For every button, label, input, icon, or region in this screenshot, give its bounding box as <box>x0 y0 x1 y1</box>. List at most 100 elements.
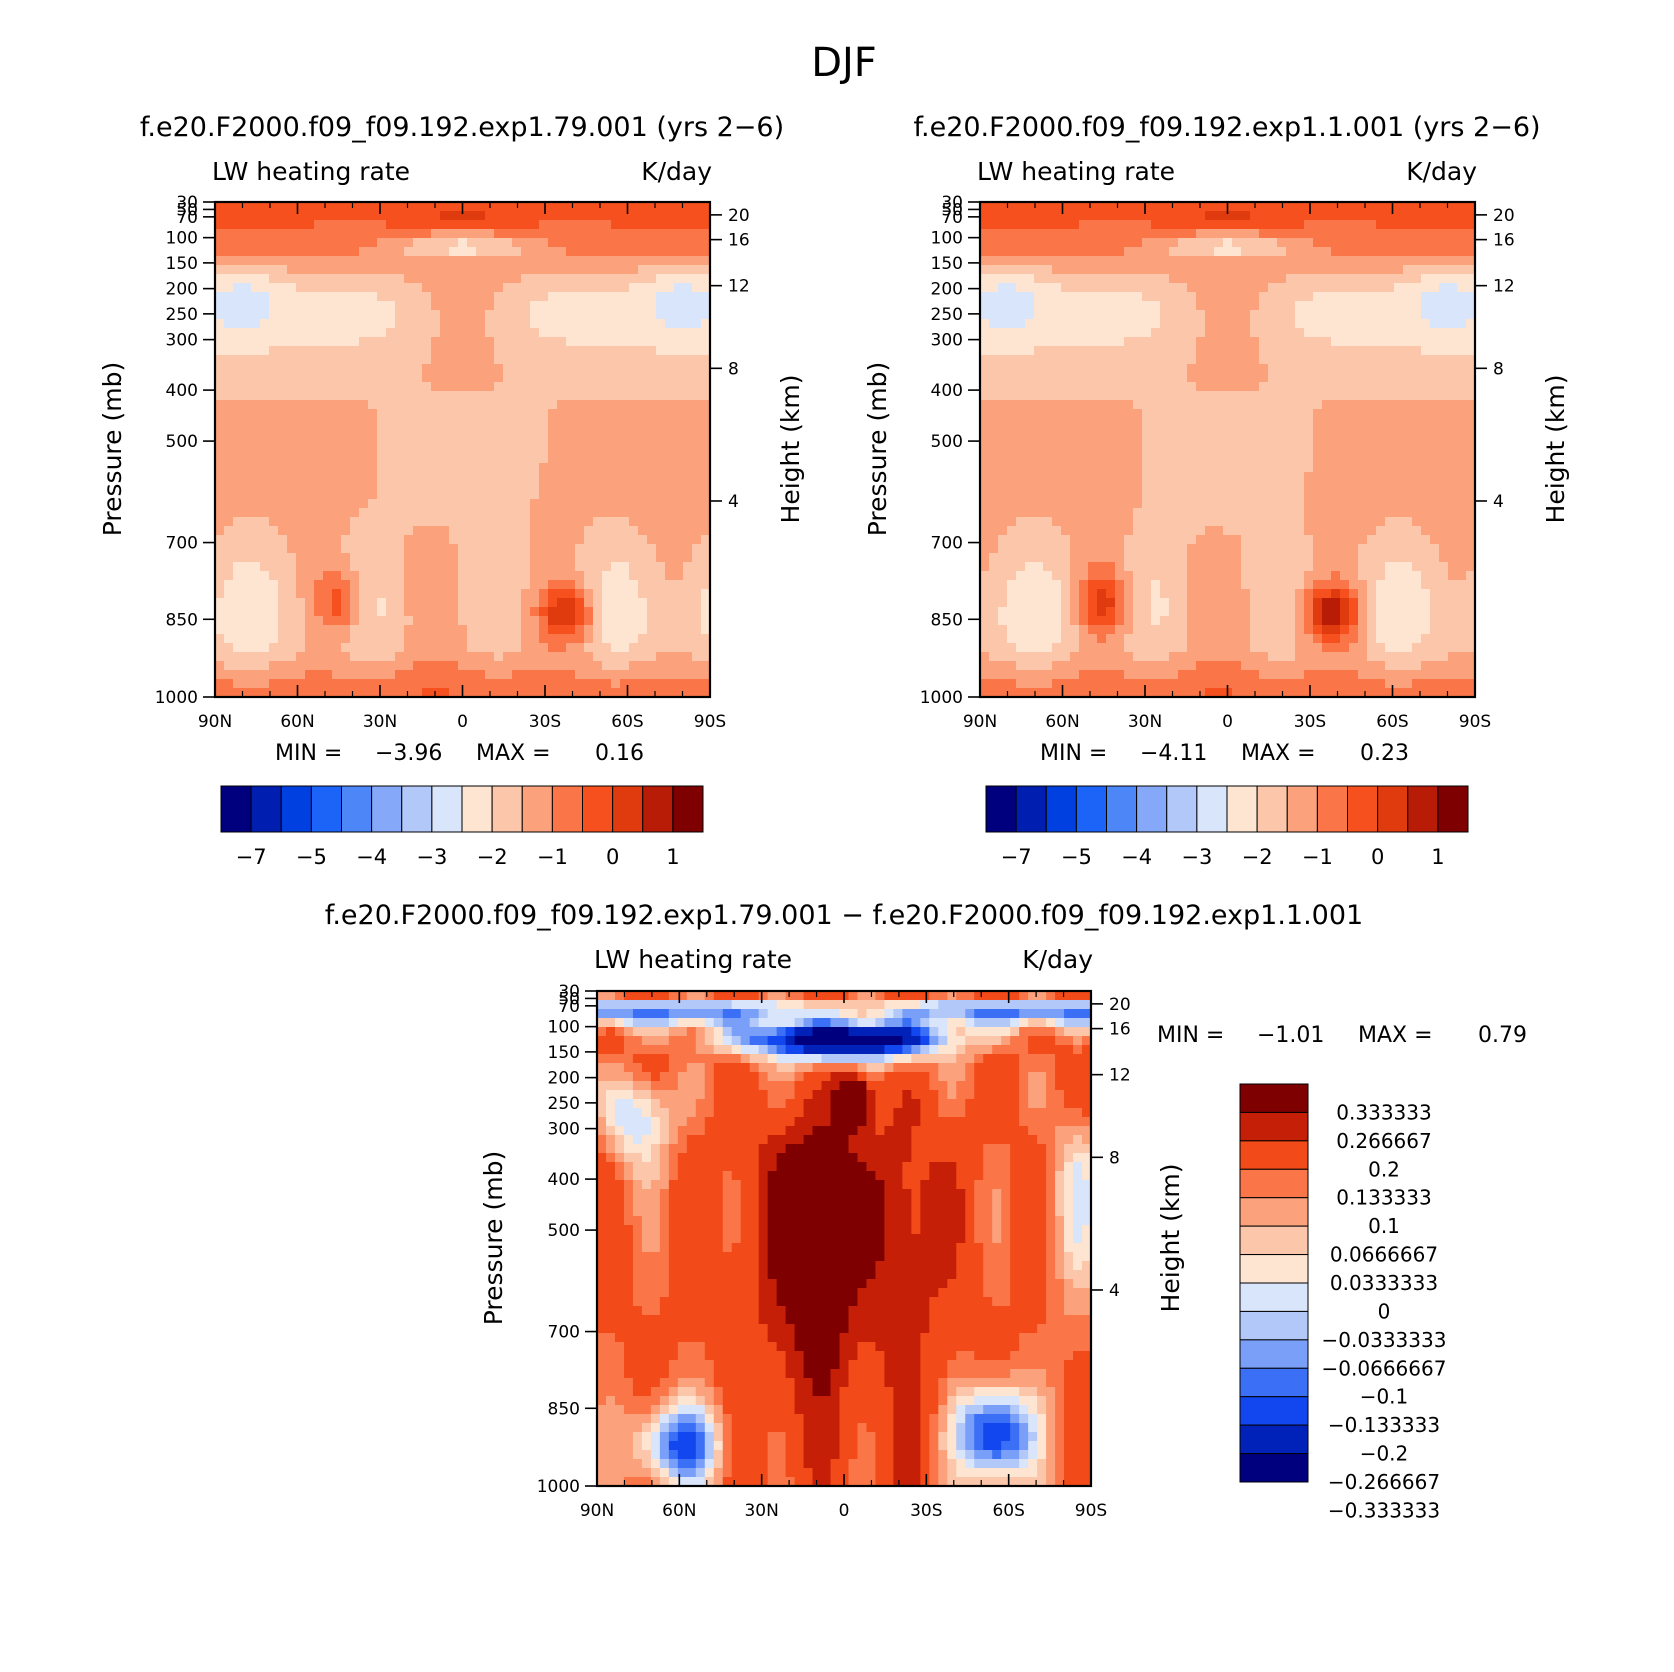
field-cell <box>1178 445 1188 455</box>
field-cell <box>494 643 504 653</box>
field-cell <box>422 490 432 500</box>
field-cell <box>449 535 459 545</box>
field-cell <box>1376 364 1386 374</box>
field-cell <box>341 517 351 527</box>
field-cell <box>1241 211 1251 221</box>
field-cell <box>575 400 585 410</box>
field-cell <box>683 247 693 257</box>
field-cell <box>224 427 234 437</box>
field-cell <box>350 463 360 473</box>
field-cell <box>1205 256 1215 266</box>
field-cell <box>269 229 279 239</box>
field-cell <box>224 490 234 500</box>
field-cell <box>1007 418 1017 428</box>
field-cell <box>449 454 459 464</box>
field-cell <box>1034 265 1044 275</box>
field-cell <box>530 517 540 527</box>
field-cell <box>1088 463 1098 473</box>
field-cell <box>674 319 684 329</box>
field-cell <box>539 265 549 275</box>
field-cell <box>233 202 243 212</box>
field-cell <box>602 607 612 617</box>
field-cell <box>1385 472 1395 482</box>
colorbar-label: −5 <box>296 845 327 869</box>
field-cell <box>1115 355 1125 365</box>
field-cell <box>566 652 576 662</box>
field-cell <box>224 337 234 347</box>
field-cell <box>665 580 675 590</box>
field-cell <box>503 616 513 626</box>
field-cell <box>1232 400 1242 410</box>
field-cell <box>989 400 999 410</box>
field-cell <box>314 391 324 401</box>
field-cell <box>440 310 450 320</box>
field-cell <box>305 571 315 581</box>
field-cell <box>215 625 225 635</box>
field-cell <box>1439 490 1449 500</box>
field-cell <box>1205 301 1215 311</box>
field-cell <box>323 238 333 248</box>
field-cell <box>431 202 441 212</box>
field-cell <box>512 373 522 383</box>
field-cell <box>1448 211 1458 221</box>
field-cell <box>548 670 558 680</box>
field-cell <box>341 328 351 338</box>
field-cell <box>323 553 333 563</box>
field-cell <box>1241 400 1251 410</box>
field-cell <box>1349 337 1359 347</box>
field-cell <box>998 265 1008 275</box>
field-cell <box>368 382 378 392</box>
field-cell <box>521 580 531 590</box>
field-cell <box>296 472 306 482</box>
field-cell <box>1097 202 1107 212</box>
field-cell <box>638 337 648 347</box>
field-cell <box>215 319 225 329</box>
field-cell <box>1070 319 1080 329</box>
field-cell <box>1151 247 1161 257</box>
field-cell <box>1322 391 1332 401</box>
field-cell <box>485 535 495 545</box>
field-cell <box>593 481 603 491</box>
field-cell <box>566 247 576 257</box>
field-cell <box>1106 220 1116 230</box>
field-cell <box>1133 445 1143 455</box>
field-cell <box>467 607 477 617</box>
field-cell <box>278 490 288 500</box>
field-cell <box>1367 247 1377 257</box>
field-cell <box>413 373 423 383</box>
field-cell <box>494 211 504 221</box>
field-cell <box>548 328 558 338</box>
field-cell <box>476 598 486 608</box>
field-cell <box>1304 463 1314 473</box>
field-cell <box>674 580 684 590</box>
field-cell <box>611 202 621 212</box>
field-cell <box>1151 256 1161 266</box>
field-cell <box>1313 328 1323 338</box>
field-cell <box>359 220 369 230</box>
field-cell <box>1412 418 1422 428</box>
field-cell <box>413 598 423 608</box>
field-cell <box>1430 211 1440 221</box>
field-cell <box>467 670 477 680</box>
field-cell <box>1196 472 1206 482</box>
field-cell <box>1268 373 1278 383</box>
field-cell <box>692 679 702 689</box>
field-cell <box>287 409 297 419</box>
field-cell <box>1421 292 1431 302</box>
field-cell <box>1106 391 1116 401</box>
field-cell <box>341 643 351 653</box>
field-cell <box>593 283 603 293</box>
field-cell <box>503 211 513 221</box>
field-cell <box>287 274 297 284</box>
field-cell <box>1367 238 1377 248</box>
field-cell <box>620 472 630 482</box>
field-cell <box>1115 202 1125 212</box>
field-cell <box>1070 301 1080 311</box>
field-cell <box>1151 445 1161 455</box>
field-cell <box>1277 319 1287 329</box>
field-cell <box>1070 202 1080 212</box>
field-cell <box>620 499 630 509</box>
y-tick-label: 150 <box>166 254 198 274</box>
field-cell <box>1124 400 1134 410</box>
field-cell <box>629 382 639 392</box>
